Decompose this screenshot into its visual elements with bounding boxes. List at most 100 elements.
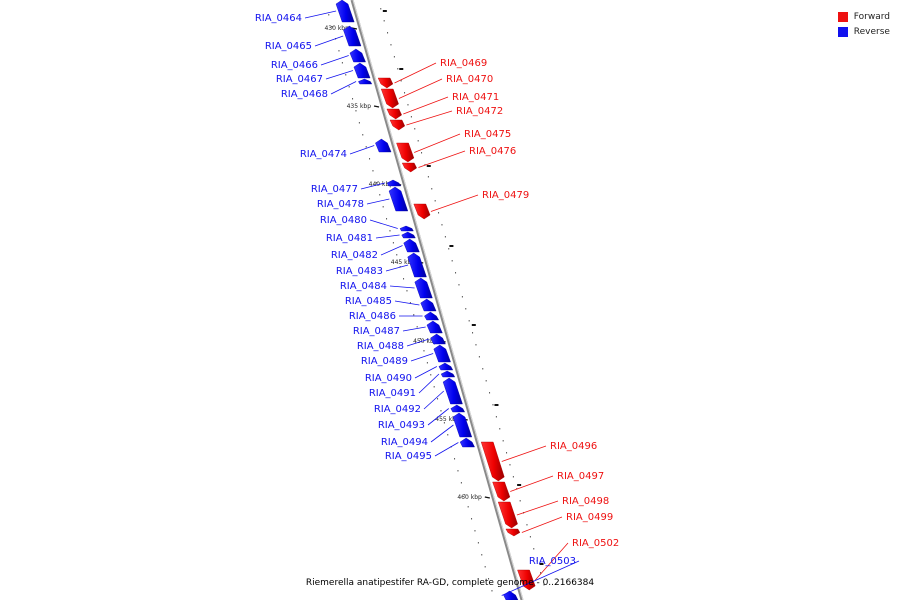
gene-label-ria-0491[interactable]: RIA_0491 <box>369 388 416 399</box>
gene-arrow-ria-0482[interactable] <box>403 238 420 253</box>
track-dot <box>397 68 399 70</box>
gene-label-ria-0484[interactable]: RIA_0484 <box>340 281 387 292</box>
gene-arrow-ria-0484[interactable] <box>414 277 433 299</box>
gene-arrow-ria-0479[interactable] <box>413 203 431 220</box>
gene-arrow-ria-0490[interactable] <box>438 362 454 371</box>
track-dot <box>526 524 528 526</box>
gene-label-ria-0464[interactable]: RIA_0464 <box>255 13 302 24</box>
gene-label-ria-0495[interactable]: RIA_0495 <box>385 451 432 462</box>
gene-label-ria-0487[interactable]: RIA_0487 <box>353 326 400 337</box>
track-dot <box>492 404 494 406</box>
gene-label-ria-0489[interactable]: RIA_0489 <box>361 356 408 367</box>
gene-arrow-ria-0487[interactable] <box>426 320 443 334</box>
gene-arrow-ria-0493[interactable] <box>450 404 466 413</box>
gene-arrow-ria-0488[interactable] <box>430 333 446 345</box>
gene-arrow-ria-0491[interactable] <box>440 370 456 378</box>
gene-arrow-ria-0471[interactable] <box>386 108 402 120</box>
gene-leader-line <box>402 326 426 332</box>
gene-label-ria-0499[interactable]: RIA_0499 <box>566 512 613 523</box>
track-dot <box>438 212 440 214</box>
gene-arrow-ria-0472[interactable] <box>389 119 406 131</box>
gene-arrow-ria-0495[interactable] <box>459 437 475 448</box>
gene-label-ria-0497[interactable]: RIA_0497 <box>557 471 604 482</box>
gene-arrow-ria-0464[interactable] <box>335 0 355 23</box>
gene-arrow-ria-0475[interactable] <box>396 142 415 163</box>
gene-arrow-ria-0494[interactable] <box>452 412 473 438</box>
gene-arrow-ria-0483[interactable] <box>407 252 427 278</box>
gene-label-ria-0496[interactable]: RIA_0496 <box>550 441 597 452</box>
gene-label-ria-0481[interactable]: RIA_0481 <box>326 233 373 244</box>
gene-label-ria-0490[interactable]: RIA_0490 <box>365 373 412 384</box>
gene-label-ria-0485[interactable]: RIA_0485 <box>345 296 392 307</box>
gene-label-ria-0498[interactable]: RIA_0498 <box>562 496 609 507</box>
gene-label-ria-0482[interactable]: RIA_0482 <box>331 250 378 261</box>
gene-arrow-ria-0469[interactable] <box>377 77 394 89</box>
gene-label-ria-0488[interactable]: RIA_0488 <box>357 341 404 352</box>
gene-label-ria-0483[interactable]: RIA_0483 <box>336 266 383 277</box>
track-dot <box>348 86 350 88</box>
gene-label-ria-0468[interactable]: RIA_0468 <box>281 89 328 100</box>
track-dot <box>471 518 473 520</box>
gene-leader-line <box>418 373 440 394</box>
gene-label-ria-0474[interactable]: RIA_0474 <box>300 149 347 160</box>
gene-label-ria-0492[interactable]: RIA_0492 <box>374 404 421 415</box>
track-dot <box>362 134 364 136</box>
gene-label-ria-0472[interactable]: RIA_0472 <box>456 106 503 117</box>
gene-label-ria-0465[interactable]: RIA_0465 <box>265 41 312 52</box>
gene-arrow-ria-0470[interactable] <box>380 88 399 109</box>
gene-arrow-ria-0468[interactable] <box>358 78 373 85</box>
gene-arrow-ria-0485[interactable] <box>420 298 437 312</box>
gene-leader-line <box>325 70 354 80</box>
gene-label-ria-0476[interactable]: RIA_0476 <box>469 146 516 157</box>
track-dot <box>458 284 460 286</box>
gene-label-ria-0470[interactable]: RIA_0470 <box>446 74 493 85</box>
gene-label-ria-0469[interactable]: RIA_0469 <box>440 58 487 69</box>
gene-arrow-ria-0466[interactable] <box>349 48 366 63</box>
gene-arrow-ria-0477[interactable] <box>386 179 402 187</box>
track-dot <box>447 434 449 436</box>
track-dot <box>414 128 416 130</box>
gene-arrow-ria-0497[interactable] <box>492 481 511 502</box>
gene-label-ria-0475[interactable]: RIA_0475 <box>464 129 511 140</box>
gene-arrow-ria-0480[interactable] <box>399 225 414 232</box>
gene-arrow-ria-0476[interactable] <box>401 162 417 173</box>
gene-label-ria-0479[interactable]: RIA_0479 <box>482 190 529 201</box>
gene-label-ria-0480[interactable]: RIA_0480 <box>320 215 367 226</box>
gene-arrow-ria-0503[interactable] <box>503 590 519 600</box>
gene-arrow-ria-0502[interactable] <box>517 569 536 591</box>
gene-arrow-ria-0498[interactable] <box>497 501 518 529</box>
gene-arrow-ria-0467[interactable] <box>353 62 371 79</box>
track-dot <box>484 566 486 568</box>
gene-label-ria-0471[interactable]: RIA_0471 <box>452 92 499 103</box>
gene-arrow-ria-0499[interactable] <box>505 528 521 537</box>
gene-arrow-ria-0478[interactable] <box>388 186 409 212</box>
gene-arrow-ria-0486[interactable] <box>424 311 440 321</box>
gene-arrow-ria-0481[interactable] <box>401 231 416 239</box>
gene-label-ria-0502[interactable]: RIA_0502 <box>572 538 619 549</box>
track-dot <box>341 62 343 64</box>
gene-label-ria-0503[interactable]: RIA_0503 <box>529 556 576 567</box>
forward-swatch <box>837 11 848 22</box>
track-dot <box>506 452 508 454</box>
track-dash <box>399 68 404 70</box>
gene-label-ria-0493[interactable]: RIA_0493 <box>378 420 425 431</box>
gene-arrow-ria-0489[interactable] <box>433 344 451 363</box>
gene-label-ria-0494[interactable]: RIA_0494 <box>381 437 428 448</box>
gene-arrow-ria-0465[interactable] <box>343 25 362 47</box>
gene-label-ria-0478[interactable]: RIA_0478 <box>317 199 364 210</box>
track-dot <box>431 188 433 190</box>
track-dot <box>482 368 484 370</box>
track-dot <box>475 344 477 346</box>
gene-leader-line <box>510 475 554 492</box>
gene-label-ria-0477[interactable]: RIA_0477 <box>311 184 358 195</box>
gene-label-ria-0466[interactable]: RIA_0466 <box>271 60 318 71</box>
track-dash <box>449 245 454 247</box>
track-dot <box>489 392 491 394</box>
gene-arrow-ria-0496[interactable] <box>480 441 505 482</box>
scale-tick-label: 435 kbp <box>347 103 372 110</box>
gene-label-ria-0486[interactable]: RIA_0486 <box>349 311 396 322</box>
gene-arrow-ria-0474[interactable] <box>375 138 392 153</box>
gene-label-ria-0467[interactable]: RIA_0467 <box>276 74 323 85</box>
gene-leader-line <box>394 62 437 84</box>
gene-arrow-ria-0492[interactable] <box>442 377 463 405</box>
